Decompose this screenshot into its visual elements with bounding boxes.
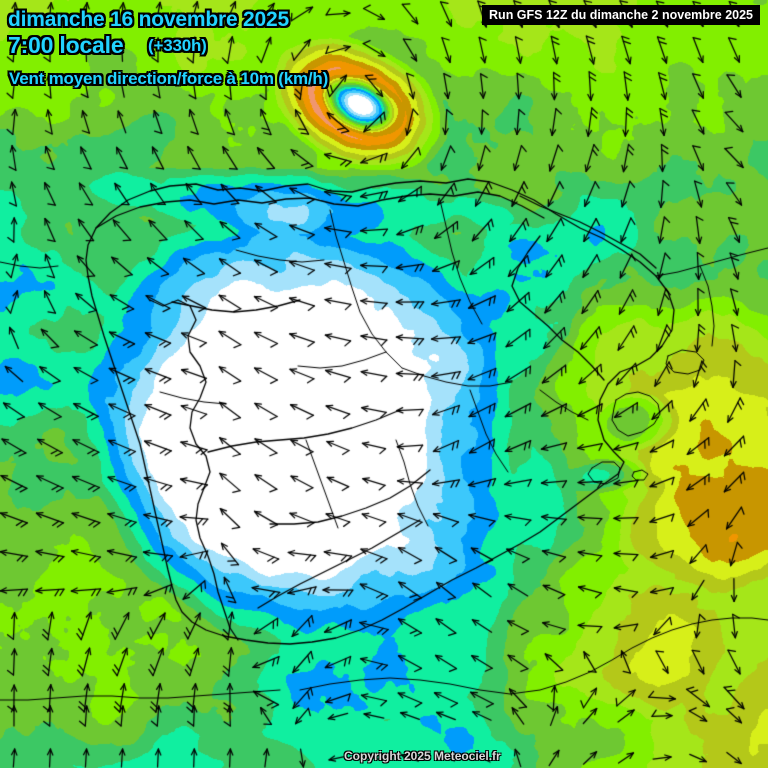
- lead-time-label: (+330h): [148, 36, 207, 55]
- parameter-label: Vent moyen direction/force à 10m (km/h): [9, 69, 329, 88]
- color-scale-legend: 5101520253035404550556065707580859010011…: [0, 705, 768, 768]
- model-run-badge: Run GFS 12Z du dimanche 2 novembre 2025: [482, 5, 760, 25]
- forecast-date-label: dimanche 16 novembre 2025: [8, 8, 289, 31]
- forecast-time-label: 7:00 locale: [8, 32, 124, 58]
- copyright-label: Copyright 2025 Meteociel.fr: [344, 749, 501, 763]
